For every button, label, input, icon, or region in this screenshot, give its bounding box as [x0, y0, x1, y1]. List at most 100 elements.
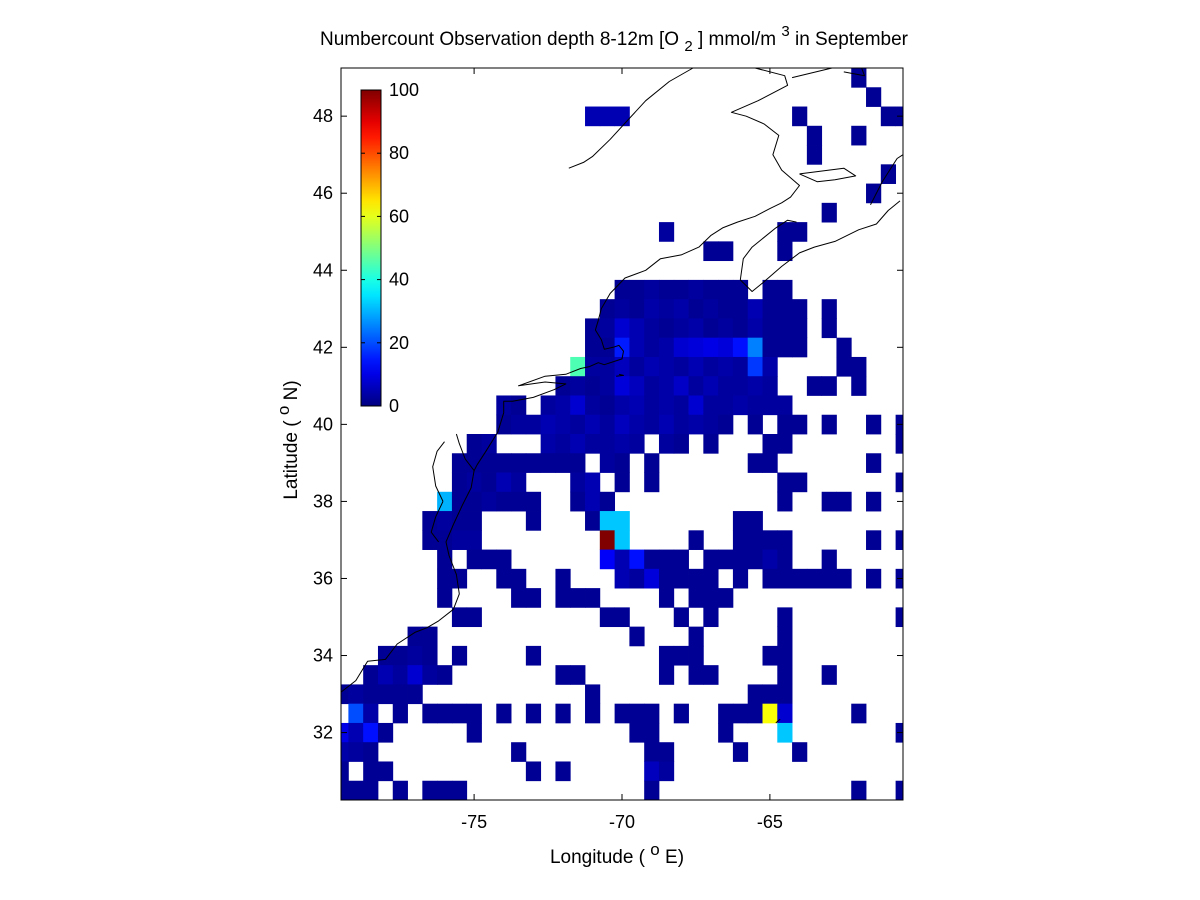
heatmap-cell — [644, 356, 660, 377]
heatmap-cell — [688, 376, 704, 396]
heatmap-cell — [747, 299, 763, 319]
heatmap-cell — [644, 722, 660, 743]
heatmap-cell — [599, 453, 616, 473]
heatmap-cell — [747, 511, 763, 531]
heatmap-cell — [866, 491, 882, 512]
heatmap-cell — [658, 318, 675, 339]
heatmap-cell — [777, 414, 793, 435]
colorbar-tick-label: 60 — [389, 206, 409, 226]
heatmap-cell — [673, 607, 689, 628]
coastline-segment — [739, 219, 797, 280]
chart-title-part3: in September — [795, 29, 909, 50]
heatmap-cell — [777, 241, 793, 262]
heatmap-cell — [437, 780, 453, 801]
heatmap-cell — [496, 491, 512, 512]
coastline-segment — [799, 167, 857, 183]
heatmap-cell — [496, 453, 512, 473]
colorbar-gradient — [361, 90, 381, 406]
heatmap-cell — [451, 472, 468, 493]
heatmap-cell — [792, 299, 808, 319]
heatmap-cell — [407, 645, 423, 666]
colorbar-ticks: 0 20 40 60 80 100 — [361, 80, 419, 416]
heatmap-cell — [718, 588, 734, 608]
heatmap-cell — [599, 607, 616, 628]
heatmap-cell — [614, 299, 630, 319]
y-axis-ticks: 32 34 36 38 40 42 44 46 48 — [313, 106, 903, 743]
heatmap-cell — [792, 318, 808, 339]
heatmap-cell — [422, 626, 438, 647]
heatmap-cell — [599, 299, 616, 319]
heatmap-cell — [732, 742, 749, 762]
heatmap-cell — [673, 395, 689, 416]
heatmap-cell — [703, 299, 719, 319]
heatmap-cell — [718, 703, 734, 724]
heatmap-cell — [658, 549, 675, 570]
heatmap-cell — [511, 742, 527, 762]
heatmap-cell — [777, 337, 793, 358]
colorbar-tick-label: 40 — [389, 270, 409, 290]
heatmap-cell — [481, 549, 497, 570]
heatmap-cell — [585, 491, 601, 512]
coastline-segment — [432, 441, 445, 502]
heatmap-cell — [792, 222, 808, 242]
heatmap-cell — [658, 376, 675, 396]
heatmap-cell — [777, 491, 793, 512]
heatmap-cell — [747, 376, 763, 396]
heatmap-cell — [688, 588, 704, 608]
heatmap-cell — [703, 279, 719, 300]
heatmap-cell — [703, 356, 719, 377]
heatmap-cell — [866, 530, 882, 550]
heatmap-cell — [481, 491, 497, 512]
x-axis-ticks: -75 -70 -65 — [461, 68, 783, 832]
heatmap-cell — [629, 703, 645, 724]
heatmap-cell — [422, 665, 438, 685]
coastline-segment — [775, 718, 781, 724]
heatmap-cell — [644, 761, 660, 782]
heatmap-cell — [585, 434, 601, 454]
y-tick-label: 40 — [313, 414, 333, 434]
heatmap-cell — [392, 703, 408, 724]
heatmap-cell — [644, 780, 660, 801]
heatmap-cell — [703, 607, 719, 628]
heatmap-cell — [747, 337, 763, 358]
heatmap-cell — [732, 299, 749, 319]
heatmap-cell — [703, 434, 719, 454]
heatmap-cell — [792, 568, 808, 589]
heatmap-cell — [570, 414, 586, 435]
heatmap-cell — [644, 453, 660, 473]
heatmap-cell — [614, 106, 630, 127]
heatmap-cell — [851, 356, 867, 377]
heatmap-cell — [570, 472, 586, 493]
heatmap-cell — [348, 703, 364, 724]
heatmap-cell — [703, 376, 719, 396]
heatmap-cell — [732, 337, 749, 358]
heatmap-cell — [792, 337, 808, 358]
heatmap-cell — [614, 356, 630, 377]
heatmap-cell — [762, 395, 778, 416]
heatmap-cell — [555, 414, 571, 435]
heatmap-cell — [614, 568, 630, 589]
heatmap-cell — [525, 511, 542, 531]
heatmap-cell — [644, 568, 660, 589]
heatmap-cell — [555, 665, 571, 685]
chart-title-subscript: 2 — [684, 38, 692, 55]
heatmap-cell — [629, 356, 645, 377]
heatmap-cell — [644, 742, 660, 762]
heatmap-cell — [673, 337, 689, 358]
heatmap-cell — [585, 511, 601, 531]
heatmap-cell — [614, 395, 630, 416]
heatmap-cell — [644, 318, 660, 339]
heatmap-cell — [599, 491, 616, 512]
heatmap-cell — [451, 511, 468, 531]
heatmap-cell — [644, 299, 660, 319]
heatmap-cell — [718, 376, 734, 396]
heatmap-cell — [718, 241, 734, 262]
heatmap-cell — [673, 414, 689, 435]
heatmap-cell — [658, 222, 675, 242]
heatmap-cell — [466, 511, 482, 531]
heatmap-cell — [585, 376, 601, 396]
heatmap-cell — [614, 549, 630, 570]
heatmap-cell — [437, 511, 453, 531]
heatmap-cell — [777, 299, 793, 319]
heatmap-cell — [570, 434, 586, 454]
